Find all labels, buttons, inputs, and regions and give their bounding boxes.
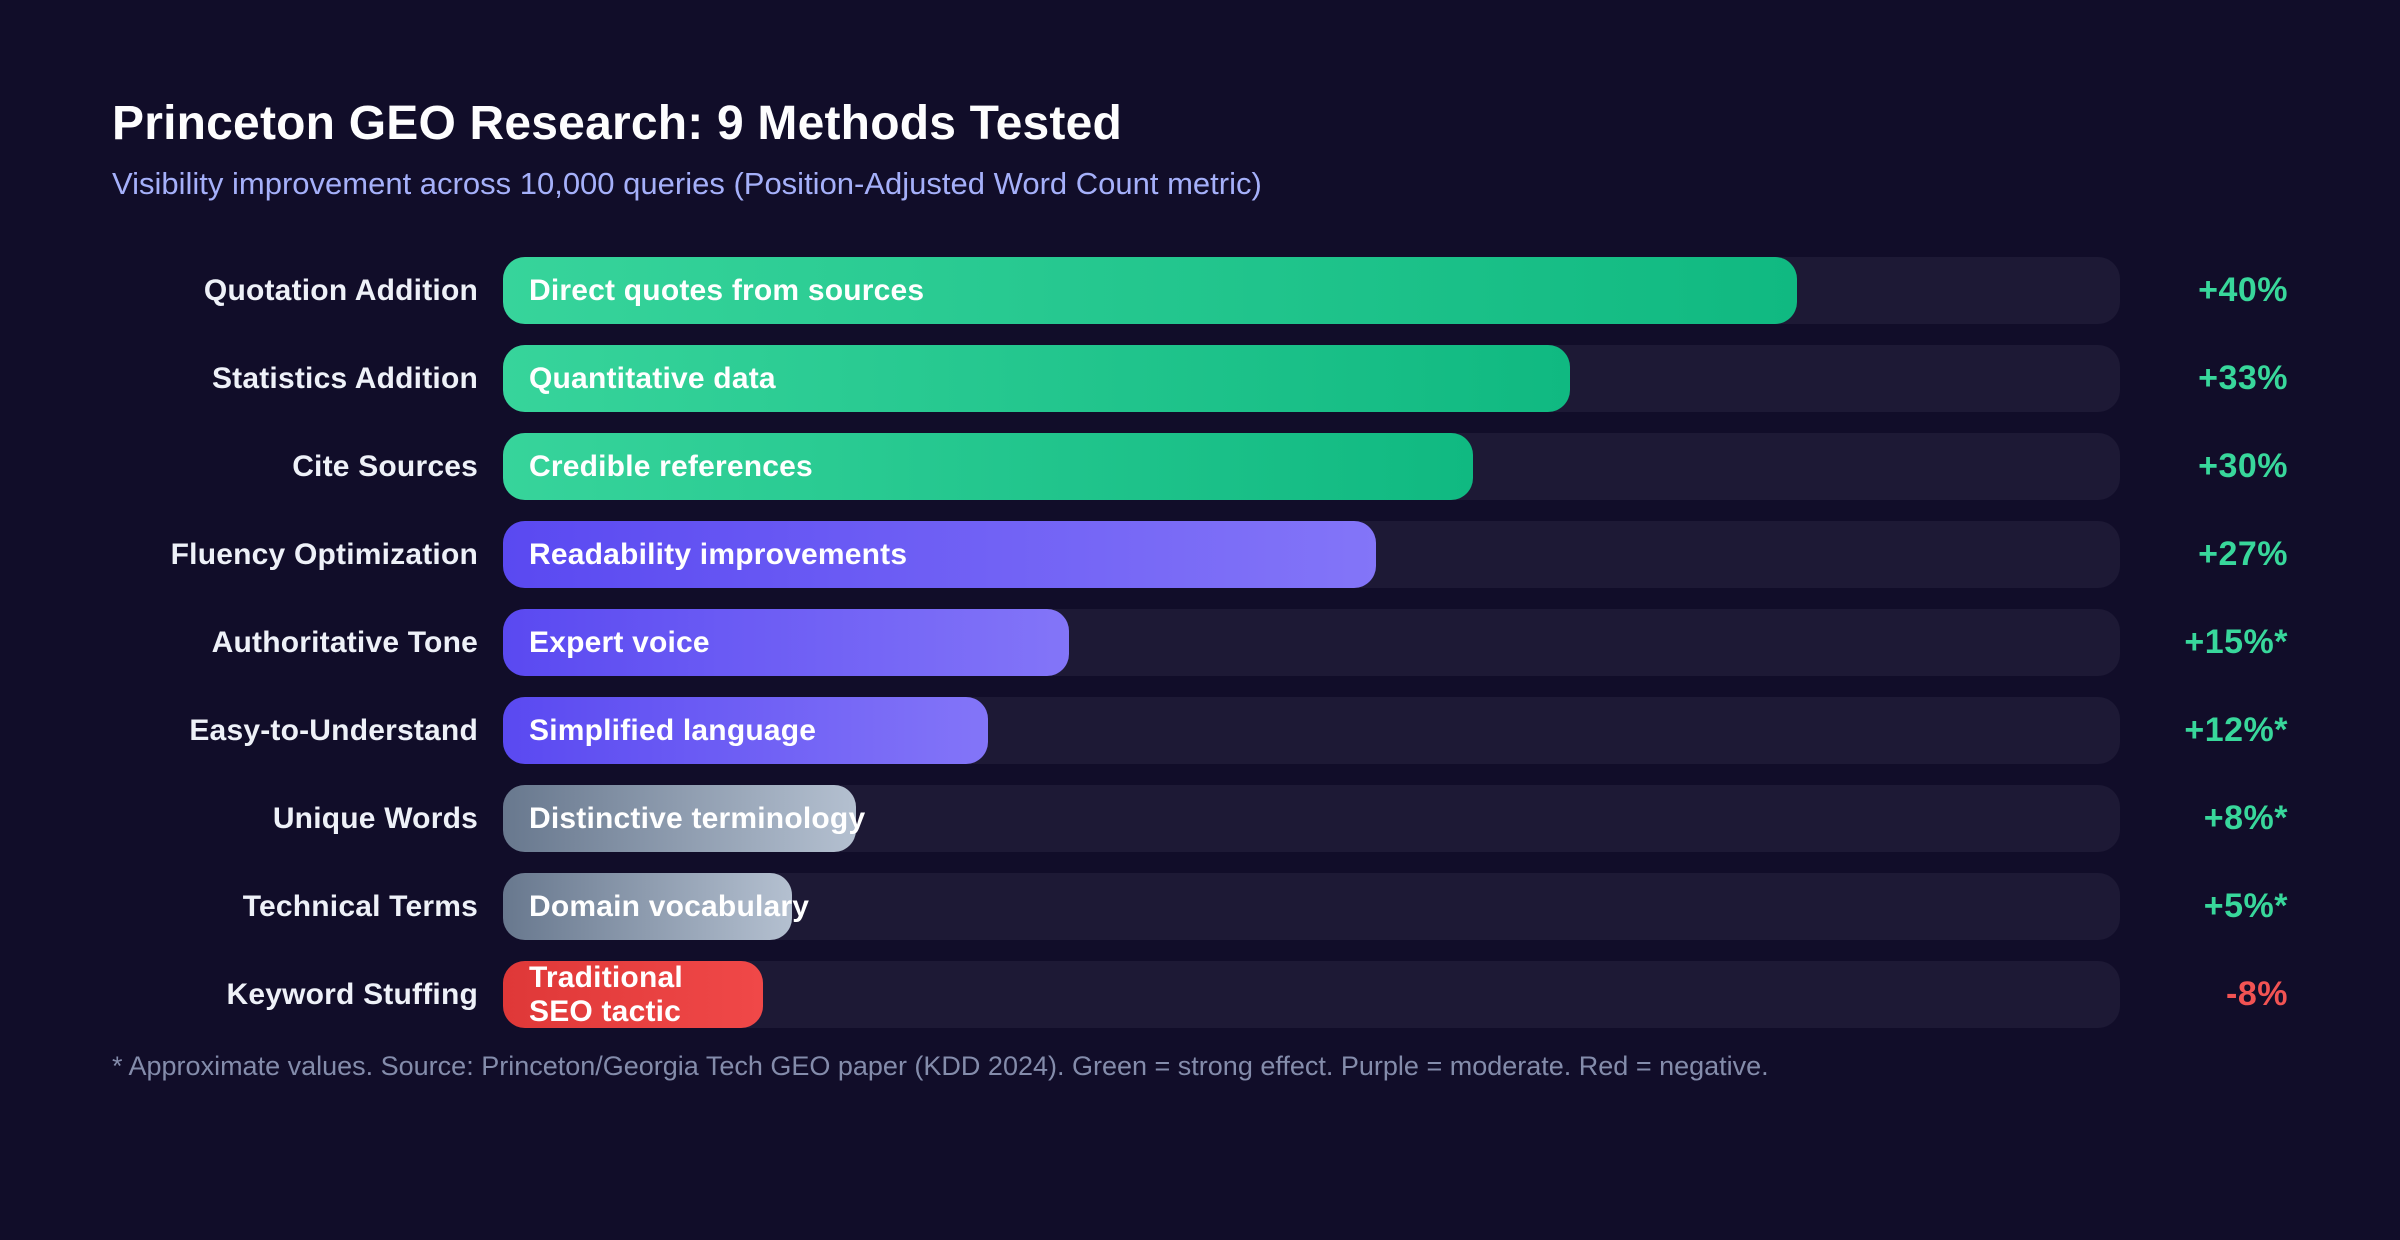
bar: Readability improvements: [503, 521, 1376, 588]
row-label: Cite Sources: [112, 450, 478, 484]
page-title: Princeton GEO Research: 9 Methods Tested: [112, 96, 2288, 151]
row-label: Quotation Addition: [112, 274, 478, 308]
bar-label: Traditional SEO tactic: [529, 961, 749, 1028]
page-subtitle: Visibility improvement across 10,000 que…: [112, 165, 2288, 202]
infographic-canvas: Princeton GEO Research: 9 Methods Tested…: [0, 0, 2400, 1240]
bar-row: Authoritative Tone Expert voice +15%*: [112, 609, 2288, 676]
row-label: Easy-to-Understand: [112, 714, 478, 748]
bar: Simplified language: [503, 697, 988, 764]
bar-track: Traditional SEO tactic: [503, 961, 2120, 1028]
bar-track: Simplified language: [503, 697, 2120, 764]
bar-row: Fluency Optimization Readability improve…: [112, 521, 2288, 588]
bar-track: Domain vocabulary: [503, 873, 2120, 940]
value-label: +30%: [2140, 447, 2288, 486]
content-area: Princeton GEO Research: 9 Methods Tested…: [0, 0, 2400, 1084]
row-label: Statistics Addition: [112, 362, 478, 396]
bar-row: Unique Words Distinctive terminology +8%…: [112, 785, 2288, 852]
bar-track: Direct quotes from sources: [503, 257, 2120, 324]
bar: Direct quotes from sources: [503, 257, 1797, 324]
footnote: * Approximate values. Source: Princeton/…: [112, 1049, 2288, 1084]
bar-label: Quantitative data: [529, 362, 776, 396]
bar: Quantitative data: [503, 345, 1570, 412]
row-label: Technical Terms: [112, 890, 478, 924]
bar-track: Expert voice: [503, 609, 2120, 676]
value-label: +40%: [2140, 271, 2288, 310]
bar-track: Quantitative data: [503, 345, 2120, 412]
row-label: Fluency Optimization: [112, 538, 478, 572]
bar-row: Quotation Addition Direct quotes from so…: [112, 257, 2288, 324]
bar-label: Simplified language: [529, 714, 816, 748]
bar: Traditional SEO tactic: [503, 961, 763, 1028]
value-label: +8%*: [2140, 799, 2288, 838]
bar-label: Domain vocabulary: [529, 890, 809, 924]
bar: Expert voice: [503, 609, 1069, 676]
bar-row: Statistics Addition Quantitative data +3…: [112, 345, 2288, 412]
value-label: +27%: [2140, 535, 2288, 574]
bar-label: Distinctive terminology: [529, 802, 865, 836]
bar: Distinctive terminology: [503, 785, 856, 852]
bar-row: Keyword Stuffing Traditional SEO tactic …: [112, 961, 2288, 1028]
bar-label: Credible references: [529, 450, 813, 484]
row-label: Unique Words: [112, 802, 478, 836]
bar: Domain vocabulary: [503, 873, 792, 940]
bar-track: Distinctive terminology: [503, 785, 2120, 852]
bar-row: Technical Terms Domain vocabulary +5%*: [112, 873, 2288, 940]
value-label: +33%: [2140, 359, 2288, 398]
bar: Credible references: [503, 433, 1473, 500]
bar-track: Readability improvements: [503, 521, 2120, 588]
value-label: +5%*: [2140, 887, 2288, 926]
bar-row: Cite Sources Credible references +30%: [112, 433, 2288, 500]
value-label: +15%*: [2140, 623, 2288, 662]
bar-label: Readability improvements: [529, 538, 907, 572]
row-label: Keyword Stuffing: [112, 978, 478, 1012]
bar-track: Credible references: [503, 433, 2120, 500]
bar-label: Expert voice: [529, 626, 710, 660]
bar-chart: Quotation Addition Direct quotes from so…: [112, 257, 2288, 1028]
value-label: +12%*: [2140, 711, 2288, 750]
bar-label: Direct quotes from sources: [529, 274, 924, 308]
bar-row: Easy-to-Understand Simplified language +…: [112, 697, 2288, 764]
value-label: -8%: [2140, 975, 2288, 1014]
row-label: Authoritative Tone: [112, 626, 478, 660]
